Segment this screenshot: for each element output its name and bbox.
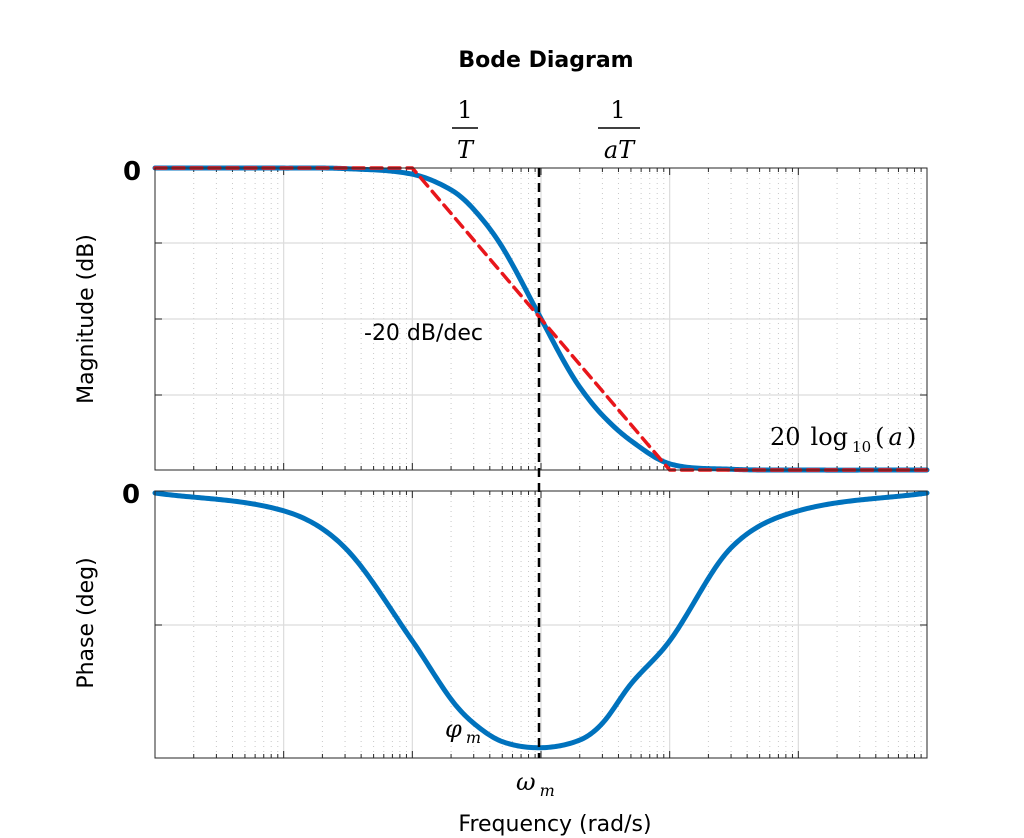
slope-annotation: -20 dB/dec <box>364 321 483 346</box>
phase-response-line <box>152 490 930 751</box>
gain-function: log <box>811 423 849 451</box>
omega-subscript: m <box>540 781 555 800</box>
break-low-denominator: T <box>457 136 475 164</box>
break-low-label: 1 T <box>452 96 478 164</box>
gain-arg-close: ) <box>907 423 916 451</box>
break-high-label: 1 aT <box>598 96 640 164</box>
magnitude-ylabel: Magnitude (dB) <box>74 234 99 404</box>
gain-subscript: 10 <box>852 438 871 456</box>
phase-series <box>152 490 930 751</box>
gain-annotation: 20 log 10 ( a ) <box>770 423 916 456</box>
phase-ytick-zero: 0 <box>122 480 140 510</box>
phi-subscript: m <box>466 728 481 747</box>
phase-grid <box>155 491 927 758</box>
gain-coefficient: 20 <box>770 423 801 451</box>
magnitude-axes-box <box>154 167 928 471</box>
x-axis-label: Frequency (rad/s) <box>458 812 651 837</box>
gain-arg-open: ( <box>875 423 884 451</box>
phi-symbol: φ <box>445 715 462 743</box>
magnitude-ytick-zero: 0 <box>123 157 141 187</box>
omega-m-label: ω m <box>516 768 555 800</box>
phase-min-annotation: φ m <box>445 715 481 747</box>
gain-argument: a <box>889 423 903 451</box>
break-high-numerator: 1 <box>610 96 625 124</box>
break-low-numerator: 1 <box>457 96 472 124</box>
break-high-denominator: aT <box>604 136 636 164</box>
phase-axes-box <box>154 490 928 759</box>
phase-ylabel: Phase (deg) <box>74 557 99 688</box>
omega-symbol: ω <box>516 768 536 796</box>
chart-title: Bode Diagram <box>458 48 633 73</box>
